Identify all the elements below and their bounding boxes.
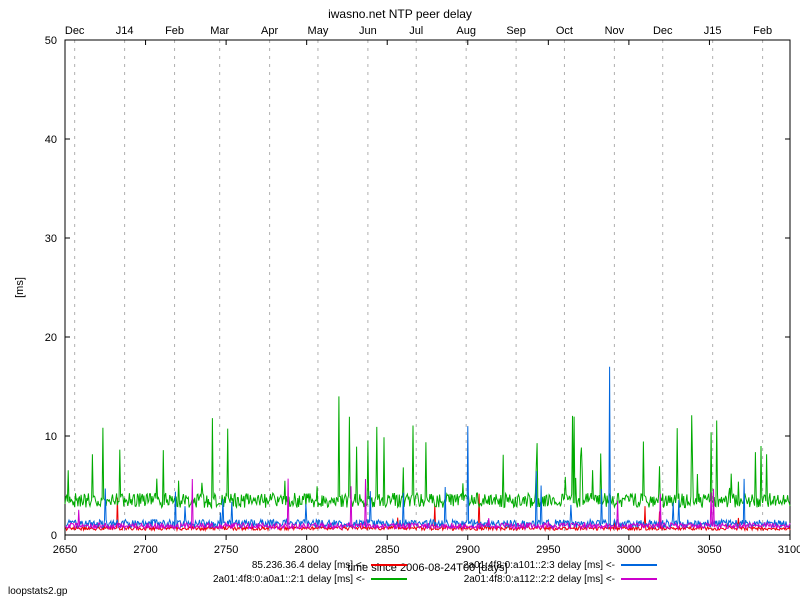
month-label: Feb (165, 25, 184, 37)
y-tick-label: 20 (45, 332, 57, 344)
y-tick-label: 10 (45, 431, 57, 443)
x-tick-label: 2950 (536, 544, 560, 556)
month-label: Jul (409, 25, 423, 37)
month-label: Nov (605, 25, 625, 37)
month-label: Feb (753, 25, 772, 37)
month-label: May (308, 25, 329, 37)
x-tick-label: 2650 (53, 544, 77, 556)
legend-label: 2a01:4f8:0:a112::2:2 delay [ms] <- (464, 574, 615, 585)
month-label: Sep (506, 25, 526, 37)
legend-label: 2a01:4f8:0:a0a1::2:1 delay [ms] <- (213, 574, 365, 585)
y-axis-label: [ms] (14, 277, 26, 298)
x-tick-label: 2750 (214, 544, 238, 556)
month-label: Apr (261, 25, 278, 37)
x-tick-label: 3100 (778, 544, 800, 556)
y-tick-label: 30 (45, 233, 57, 245)
month-label: Jun (359, 25, 377, 37)
month-label: Oct (556, 25, 573, 37)
y-tick-label: 40 (45, 134, 57, 146)
y-tick-label: 50 (45, 35, 57, 47)
ntp-delay-chart: iwasno.net NTP peer delay Dec J14 Feb Mar Apr… (0, 0, 800, 600)
month-label: Aug (456, 25, 476, 37)
x-tick-label: 2800 (294, 544, 318, 556)
x-tick-label: 2900 (456, 544, 480, 556)
legend-label: 85.236.36.4 delay [ms] <- (252, 560, 365, 571)
footer-text: loopstats2.gp (8, 586, 68, 597)
month-label: J14 (116, 25, 134, 37)
x-tick-label: 2850 (375, 544, 399, 556)
legend-label: 2a01:4f8:0:a101::2:3 delay [ms] <- (463, 560, 615, 571)
x-tick-label: 2700 (133, 544, 157, 556)
y-tick-label: 0 (51, 530, 57, 542)
x-tick-label: 3000 (617, 544, 641, 556)
month-label: Dec (65, 25, 85, 37)
month-label: Mar (210, 25, 229, 37)
month-label: J15 (704, 25, 722, 37)
x-tick-label: 3050 (697, 544, 721, 556)
chart-title: iwasno.net NTP peer delay (328, 7, 472, 21)
month-label: Dec (653, 25, 673, 37)
